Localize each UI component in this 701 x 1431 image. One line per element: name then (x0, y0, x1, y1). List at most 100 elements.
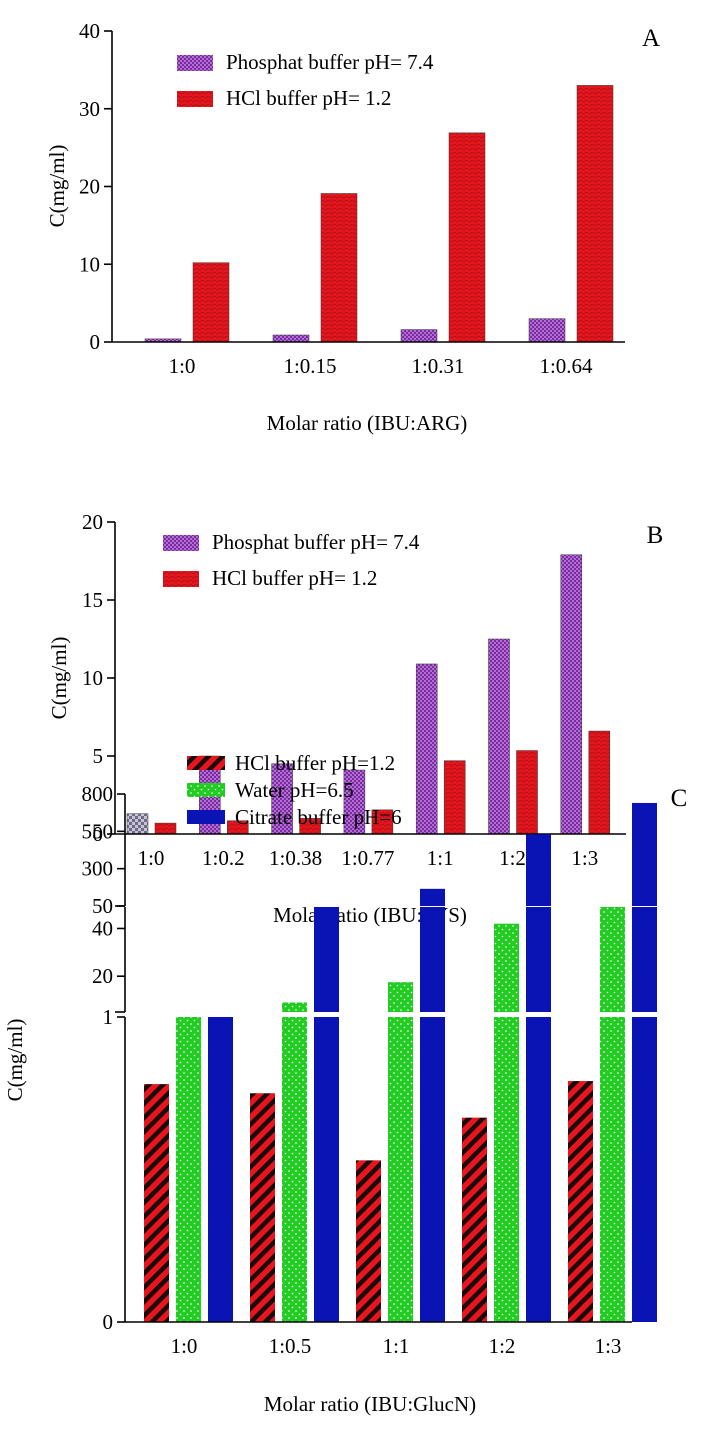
legend-label-c-1: Water pH=6.5 (235, 778, 354, 802)
bar-c-s2-3-seg1 (526, 907, 551, 1012)
y-tick-label-c-2-3: 800 (82, 782, 114, 806)
y-tick-label-c-1-0: 20 (92, 964, 113, 988)
bar-b-s1-6 (588, 730, 611, 835)
y-tick-label-c-2-0: 50 (92, 894, 113, 918)
panel-label-b: B (647, 522, 664, 549)
legend-label-b-0: Phosphat buffer pH= 7.4 (212, 530, 420, 554)
bar-c-s1-3-seg1 (494, 923, 519, 1012)
bar-c-s2-0-seg0 (208, 1017, 233, 1322)
bar-c-s0-2-seg0 (356, 1160, 381, 1322)
y-tick-label-b-1: 5 (93, 744, 104, 768)
y-tick-label-c-2-1: 300 (82, 857, 114, 881)
y-tick-label-a-4: 40 (79, 19, 100, 43)
x-tick-label-b-1: 1:0.2 (202, 846, 245, 870)
legend-label-c-0: HCl buffer pH=1.2 (235, 751, 395, 775)
bar-a-s0-2 (400, 329, 438, 343)
y-tick-label-b-3: 15 (82, 588, 103, 612)
bar-a-s1-0 (192, 262, 230, 343)
legend-label-a-0: Phosphat buffer pH= 7.4 (226, 50, 434, 74)
panel-a: 1:0 1:0.15 1:0.31 1:0.64 0 10 20 30 40 C(mg/ml) Mo… (45, 19, 660, 435)
y-axis-title-b: C(mg/ml) (47, 637, 71, 720)
bar-c-s1-2-seg1 (388, 982, 413, 1012)
bar-a-s1-3 (576, 85, 614, 343)
bar-c-s1-1-seg0 (282, 1017, 307, 1322)
x-tick-label-b-6: 1:3 (571, 846, 598, 870)
x-tick-label-b-0: 1:0 (138, 846, 165, 870)
x-axis-title-c: Molar ratio (IBU:GlucN) (264, 1392, 476, 1416)
y-tick-label-b-0: 0 (93, 822, 104, 846)
legend-label-b-1: HCl buffer pH= 1.2 (212, 566, 377, 590)
bar-a-s1-2 (448, 132, 486, 343)
y-axis-title-c: C(mg/ml) (3, 1019, 27, 1102)
y-tick-label-c-1-1: 40 (92, 916, 113, 940)
legend-swatch-b-0 (163, 535, 199, 551)
y-tick-label-a-0: 0 (90, 330, 101, 354)
y-tick-label-a-3: 30 (79, 97, 100, 121)
bar-c-s2-4-seg2 (632, 802, 657, 906)
bar-c-s2-1-seg1 (314, 907, 339, 1012)
bar-a-s0-3 (528, 318, 566, 343)
x-axis-title-a: Molar ratio (IBU:ARG) (267, 411, 468, 435)
x-tick-label-c-4: 1:3 (595, 1334, 622, 1358)
x-tick-label-b-2: 1:0.38 (269, 846, 322, 870)
y-tick-label-b-4: 20 (82, 510, 103, 534)
x-tick-label-c-2: 1:1 (383, 1334, 410, 1358)
bar-c-s2-2-seg2 (420, 888, 445, 906)
bar-b-s0-4 (415, 663, 438, 835)
x-tick-label-a-1: 1:0.15 (283, 354, 336, 378)
y-axis-title-a: C(mg/ml) (45, 145, 69, 228)
bar-c-s2-4-seg0 (632, 1017, 657, 1322)
x-tick-label-a-0: 1:0 (169, 354, 196, 378)
bar-c-s1-0-seg0 (176, 1017, 201, 1322)
bar-c-s2-1-seg0 (314, 1017, 339, 1322)
y-tick-label-c-0-0: 0 (103, 1310, 114, 1334)
bar-c-s2-2-seg0 (420, 1017, 445, 1322)
bar-b-s1-5 (516, 750, 538, 835)
legend-label-c-2: Citrate buffer pH=6 (235, 805, 402, 829)
y-tick-label-c-2-2: 550 (82, 819, 114, 843)
bar-c-s2-3-seg0 (526, 1017, 551, 1322)
legend-swatch-a-0 (177, 55, 213, 71)
bar-c-s0-4-seg0 (568, 1081, 593, 1322)
x-tick-label-c-1: 1:0.5 (269, 1334, 312, 1358)
bar-c-s0-0-seg0 (144, 1084, 169, 1322)
y-tick-label-b-2: 10 (82, 666, 103, 690)
x-tick-label-b-4: 1:1 (427, 846, 454, 870)
x-tick-label-c-3: 1:2 (489, 1334, 516, 1358)
bar-c-s0-1-seg0 (250, 1093, 275, 1322)
legend-swatch-a-1 (177, 91, 213, 107)
bar-c-s0-3-seg0 (462, 1117, 487, 1322)
bar-c-s1-3-seg0 (494, 1017, 519, 1322)
legend-swatch-c-2 (187, 810, 225, 824)
legend-label-a-1: HCl buffer pH= 1.2 (226, 86, 391, 110)
y-tick-label-a-1: 10 (79, 252, 100, 276)
bar-b-s0-5 (488, 638, 510, 835)
bar-b-s0-0 (126, 813, 149, 835)
legend-swatch-c-0 (187, 756, 225, 770)
bar-b-s1-0 (154, 822, 177, 835)
bar-a-s1-1 (320, 193, 358, 343)
bar-b-s0-6 (560, 554, 583, 835)
bar-b-s1-4 (443, 760, 466, 835)
panel-label-a: A (642, 25, 660, 52)
bar-c-s1-2-seg0 (388, 1017, 413, 1322)
y-tick-label-c-0-1: 1 (103, 1005, 114, 1029)
x-tick-label-a-2: 1:0.31 (411, 354, 464, 378)
y-tick-label-a-2: 20 (79, 175, 100, 199)
bar-c-s2-2-seg1 (420, 907, 445, 1012)
x-tick-label-a-3: 1:0.64 (539, 354, 593, 378)
bar-c-s2-4-seg1 (632, 907, 657, 1012)
legend-swatch-c-1 (187, 783, 225, 797)
x-tick-label-b-3: 1:0.77 (341, 846, 394, 870)
x-tick-label-b-5: 1:2 (499, 846, 526, 870)
bar-c-s1-4-seg0 (600, 1017, 625, 1322)
bar-c-s1-1-seg1 (282, 1002, 307, 1012)
bar-a-s0-1 (272, 334, 310, 343)
panel-b: 1:0 1:0.2 1:0.38 1:0.77 1:1 1:2 1:3 0 5 10 15 20 C(m… (47, 510, 663, 927)
bar-c-s1-4-seg1 (600, 907, 625, 1012)
x-tick-label-c-0: 1:0 (171, 1334, 198, 1358)
bar-c-s2-3-seg2 (526, 834, 551, 906)
legend-swatch-b-1 (163, 571, 199, 587)
